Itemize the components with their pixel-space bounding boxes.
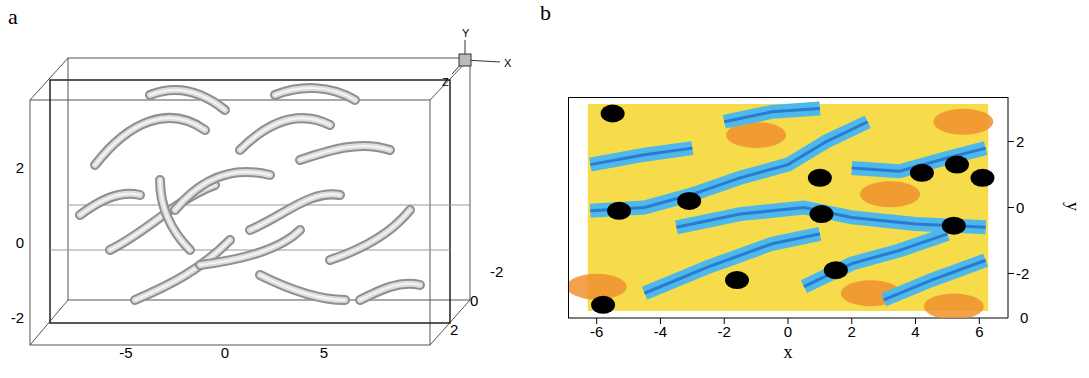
svg-text:0: 0 [221,344,229,361]
svg-text:a: a [8,4,18,29]
svg-text:-2: -2 [718,323,731,340]
svg-text:Y: Y [462,27,470,39]
html-text:y: y [1063,202,1083,211]
svg-text:x: x [784,342,793,362]
svg-text:4: 4 [911,323,919,340]
svg-text:Z: Z [442,76,449,88]
svg-text:2: 2 [848,323,856,340]
svg-text:-5: -5 [119,344,132,361]
html-text:b: b [540,0,551,25]
svg-text:5: 5 [320,344,328,361]
svg-text:0: 0 [1020,309,1028,326]
svg-text:6: 6 [975,323,983,340]
svg-text:0: 0 [1016,199,1024,216]
svg-text:-6: -6 [590,323,603,340]
svg-text:2: 2 [16,159,24,176]
svg-text:-4: -4 [654,323,667,340]
svg-text:-2: -2 [490,263,503,280]
svg-text:0: 0 [470,292,478,309]
svg-text:-2: -2 [1016,265,1029,282]
svg-text:2: 2 [1016,133,1024,150]
svg-text:-2: -2 [11,309,24,326]
svg-text:0: 0 [16,234,24,251]
svg-text:X: X [504,57,512,69]
svg-text:2: 2 [450,321,458,338]
svg-text:0: 0 [784,323,792,340]
